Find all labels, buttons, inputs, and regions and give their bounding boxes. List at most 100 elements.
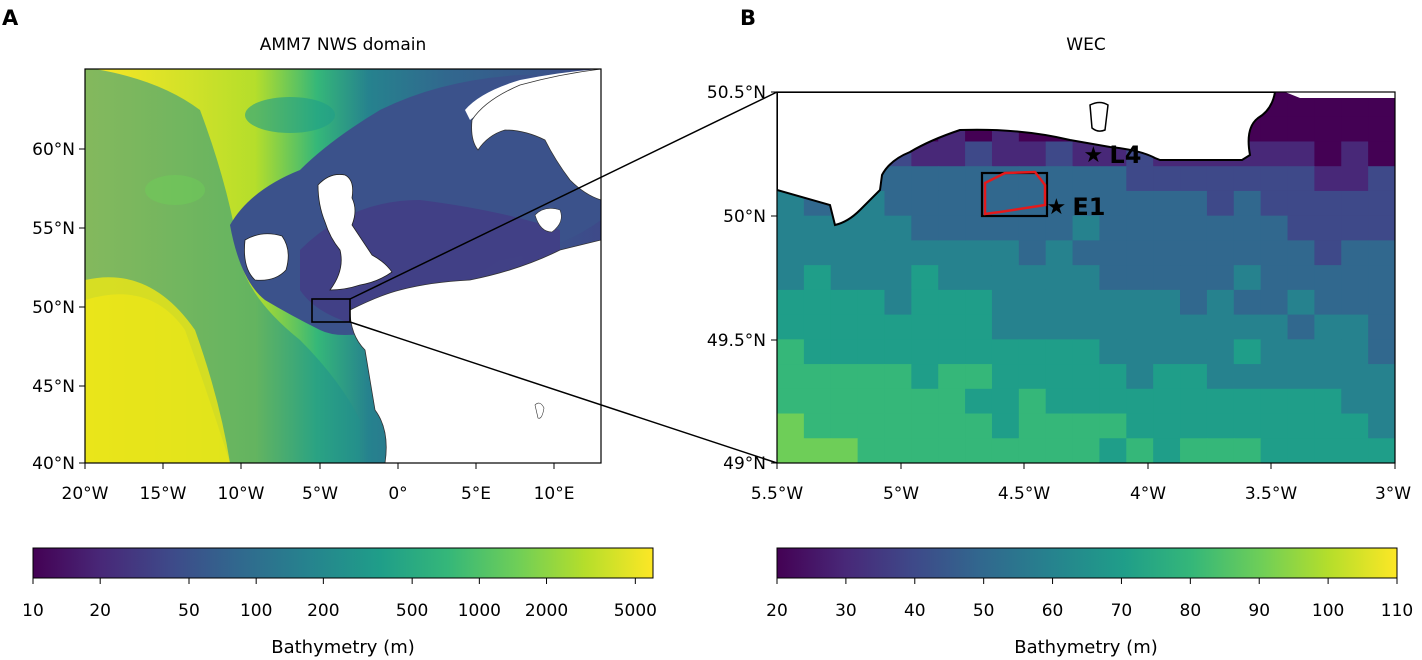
ireland-land [244,233,289,281]
bathymetry-cell [777,413,805,439]
bathymetry-cell [1072,141,1101,167]
bathymetry-cell [1045,388,1074,415]
bathymetry-cell [1072,388,1101,415]
basin-feature [145,175,205,205]
bathymetry-cell [991,339,1020,365]
panel-b-letter: B [740,6,756,30]
bathymetry-cell [857,240,886,266]
bathymetry-cell [1368,141,1395,167]
colorbar-tick-label: 10 [22,601,44,621]
bathymetry-cell [803,240,832,266]
panel-b-lon-axis: 5.5°W 5°W 4.5°W 4°W 3.5°W 3°W [751,463,1411,504]
bathymetry-cell [1206,215,1235,241]
bathymetry-cell [991,166,1020,192]
bathymetry-cell [857,339,886,365]
colorbar-tick-label: 40 [904,601,926,621]
bathymetry-cell [884,166,912,192]
bathymetry-cell [1045,438,1074,463]
bathymetry-cell [1314,314,1342,340]
bathymetry-cell [830,265,859,291]
bathymetry-cell [884,388,912,415]
bathymetry-cell [1260,339,1289,365]
colorbar-tick-label: 90 [1248,601,1270,621]
bathymetry-cell [884,413,912,439]
panel-a-letter: A [2,6,19,30]
scandinavia-land [471,69,601,201]
bathymetry-cell [1018,438,1047,463]
wave-hub-site-outline [983,170,1047,216]
bathymetry-cell [1153,166,1181,192]
bathymetry-cell [777,289,805,316]
colorbar-b-label: Bathymetry (m) [1014,637,1158,658]
bathymetry-cell [777,265,805,291]
bathymetry-cell [1099,240,1127,266]
bathymetry-cell [777,314,805,340]
bathymetry-cell [938,190,966,217]
bathymetry-cell [911,190,939,217]
bathymetry-cell [991,388,1020,415]
bathymetry-cell [911,289,939,316]
bathymetry-cell [1341,314,1369,340]
bathymetry-cell [1260,289,1289,316]
panel-a-map [85,69,601,463]
bathymetry-cell [1233,314,1262,340]
bathymetry-cell [803,364,832,390]
bathymetry-cell [1153,388,1181,415]
bathymetry-cell [1341,289,1369,316]
lat-tick: 40°N [32,454,75,474]
bathymetry-cell [1368,190,1395,217]
colorbar-tick-label: 70 [1111,601,1133,621]
bathymetry-cell [991,438,1020,463]
bathymetry-cell [1045,240,1074,266]
bathymetry-cell [1180,413,1208,439]
bathymetry-cell [1368,339,1395,365]
bathymetry-cell [1018,265,1047,291]
bathymetry-cell [1341,190,1369,217]
bathymetry-cell [777,339,805,365]
panel-b-frame [776,91,1396,464]
bathymetry-cell [1153,413,1181,439]
bathymetry-cell [1314,364,1342,390]
lon-tick: 0° [388,484,407,504]
bathymetry-cell [857,364,886,390]
bathymetry-cell [884,289,912,316]
bathymetry-cell [803,314,832,340]
bathymetry-cell [965,166,993,192]
bathymetry-cell [1045,215,1074,241]
denmark-land [534,208,562,233]
bathymetry-cell [1099,265,1127,291]
bathymetry-cell [1072,265,1101,291]
bathymetry-cell [1072,240,1101,266]
bathymetry-cell [1341,166,1369,192]
bathymetry-cell [1368,289,1395,316]
bathymetry-cell [1099,413,1127,439]
bathymetry-cell [803,265,832,291]
bathymetry-cell [911,438,939,463]
panel-a-lon-axis: 20°W 15°W 10°W 5°W 0° 5°E 10°E [62,463,574,504]
bathymetry-cell [1099,438,1127,463]
bathymetry-cell [1233,438,1262,463]
bathymetry-cell [1126,289,1154,316]
colorbar-tick-label: 500 [396,601,428,621]
colorbar-tick-label: 5000 [614,601,657,621]
bathymetry-cell [1314,265,1342,291]
lon-tick: 15°W [140,484,187,504]
bathymetry-cell [1368,166,1395,192]
lat-tick: 55°N [32,219,75,239]
panel-a-title: AMM7 NWS domain [260,35,427,55]
bathymetry-cell [1018,240,1047,266]
bathymetry-cell [1260,141,1289,167]
bathymetry-cell [777,240,805,266]
bathymetry-cell [965,364,993,390]
lon-tick: 10°W [218,484,265,504]
bathymetry-cell [911,413,939,439]
bathymetry-cell [1341,438,1369,463]
great-britain-land [317,174,393,291]
bathymetry-cell [991,289,1020,316]
bathymetry-cell [1287,141,1315,167]
bathymetry-cell [1072,339,1101,365]
bathymetry-cell [830,438,859,463]
bathymetry-cell [1180,339,1208,365]
bathymetry-cell [1099,190,1127,217]
bathymetry-cell [965,265,993,291]
